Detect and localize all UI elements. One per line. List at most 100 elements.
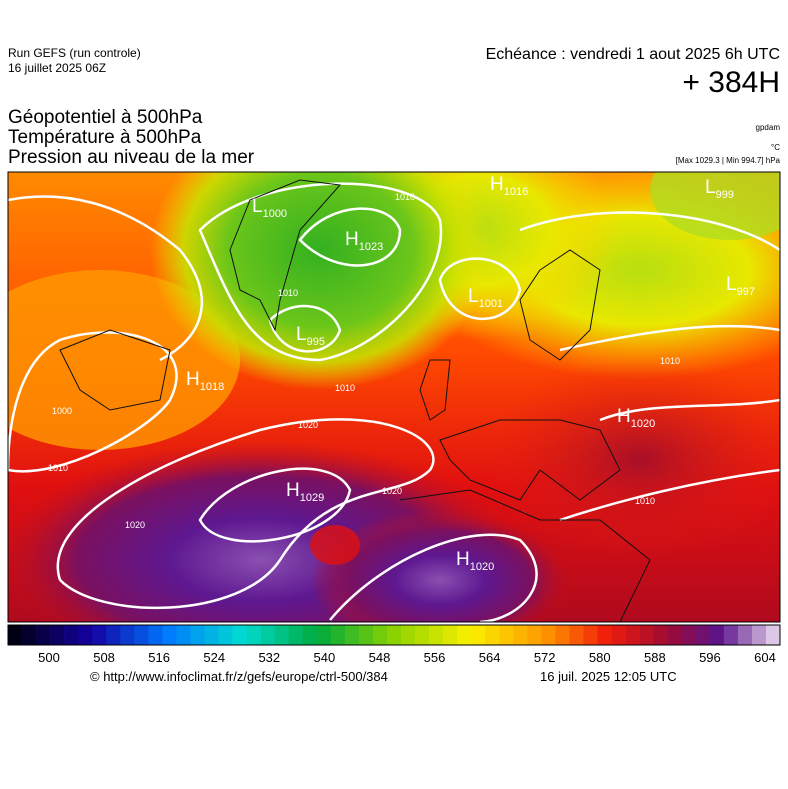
colorbar-tick-label: 580 (589, 650, 611, 665)
pressure-center: H1020 (456, 549, 494, 573)
colorbar-swatch (625, 625, 640, 645)
colorbar-tick-label: 540 (314, 650, 336, 665)
isobar-label: 1010 (395, 192, 415, 202)
pressure-center: L1000 (252, 196, 287, 220)
center-type: H (345, 229, 359, 250)
colorbar-tick-label: 604 (754, 650, 776, 665)
colorbar-swatch (723, 625, 739, 645)
colorbar-swatch (639, 625, 654, 645)
colorbar-swatch (22, 625, 37, 645)
colorbar-swatch (681, 625, 697, 645)
pressure-center: H1016 (490, 174, 528, 198)
field-2: Température à 500hPa (8, 127, 202, 148)
pressure-center: H1018 (186, 369, 224, 393)
colorbar-swatch (513, 625, 528, 645)
center-type: H (617, 406, 631, 427)
center-value: 1001 (479, 298, 503, 310)
isobar-label: 1000 (52, 406, 72, 416)
colorbar-swatch (471, 625, 486, 645)
center-type: H (186, 369, 200, 390)
center-value: 1018 (200, 381, 224, 393)
colorbar-tick-label: 596 (699, 650, 721, 665)
colorbar-swatch (569, 625, 584, 645)
colorbar-swatch (148, 625, 163, 645)
center-value: 995 (307, 336, 325, 348)
center-value: 1000 (263, 208, 287, 220)
center-type: H (456, 549, 470, 570)
center-value: 1020 (631, 418, 655, 430)
center-type: L (468, 286, 479, 307)
colorbar-swatch (134, 625, 149, 645)
colorbar-swatch (527, 625, 542, 645)
colorbar-swatch (302, 625, 318, 645)
center-type: H (286, 480, 300, 501)
center-value: 1016 (504, 186, 528, 198)
colorbar-swatch (176, 625, 191, 645)
colorbar-swatch (443, 625, 458, 645)
colorbar-swatch (765, 625, 781, 645)
colorbar-tick-label: 500 (38, 650, 60, 665)
colorbar-swatch (316, 625, 332, 645)
colorbar-swatch (372, 625, 388, 645)
colorbar-swatch (358, 625, 374, 645)
colorbar-swatch (485, 625, 500, 645)
colorbar-swatch (597, 625, 612, 645)
map-field (8, 172, 780, 622)
colorbar-swatch (457, 625, 472, 645)
isobar-label: 1010 (48, 463, 68, 473)
isobar-label: 1010 (278, 288, 298, 298)
colorbar-swatch (260, 625, 275, 645)
colorbar-swatch (106, 625, 121, 645)
pressure-center: L995 (296, 324, 325, 348)
colorbar-swatch (583, 625, 598, 645)
colorbar-swatch (204, 625, 219, 645)
colorbar-tick-label: 524 (203, 650, 225, 665)
colorbar-swatch (611, 625, 626, 645)
colorbar-tick-label: 572 (534, 650, 556, 665)
colorbar-swatch (36, 625, 51, 645)
colorbar-tick-label: 548 (369, 650, 391, 665)
colorbar-swatch (120, 625, 135, 645)
unit-temp: °C (771, 143, 780, 152)
run-date: 16 juillet 2025 06Z (8, 61, 107, 75)
colorbar-swatch (344, 625, 360, 645)
pressure-center: L997 (726, 274, 755, 298)
colorbar-swatch (541, 625, 556, 645)
colorbar-swatch (78, 625, 93, 645)
colorbar-swatch (50, 625, 65, 645)
colorbar-tick-label: 508 (93, 650, 115, 665)
colorbar-swatch (330, 625, 346, 645)
isobar-label: 1010 (635, 496, 655, 506)
colorbar-swatch (667, 625, 683, 645)
colorbar-frame (7, 624, 781, 646)
colorbar-swatch (695, 625, 711, 645)
colorbar-swatch (8, 625, 23, 645)
center-type: L (726, 274, 737, 295)
colorbar-swatch (190, 625, 205, 645)
isobar-label: 1020 (382, 486, 402, 496)
isobar-label: 1020 (298, 420, 318, 430)
center-type: H (490, 174, 504, 195)
pressure-center: L1001 (468, 286, 503, 310)
pressure-center: L999 (705, 177, 734, 201)
colorbar-swatch (218, 625, 233, 645)
center-value: 997 (737, 286, 755, 298)
center-value: 999 (716, 189, 734, 201)
colorbar-swatch (92, 625, 107, 645)
colorbar-tick-label: 516 (148, 650, 170, 665)
pressure-center: H1020 (617, 406, 655, 430)
colorbar-swatch (709, 625, 725, 645)
center-type: L (252, 196, 263, 217)
pressure-center: H1023 (345, 229, 383, 253)
colorbar-tick-label: 588 (644, 650, 666, 665)
colorbar-swatch (653, 625, 669, 645)
isobar-label: 1010 (660, 356, 680, 366)
map-frame (7, 171, 781, 623)
colorbar-tick-label: 556 (424, 650, 446, 665)
colorbar-tick-label: 564 (479, 650, 501, 665)
colorbar-swatch (737, 625, 753, 645)
center-value: 1029 (300, 492, 324, 504)
isobar-label: 1020 (125, 520, 145, 530)
